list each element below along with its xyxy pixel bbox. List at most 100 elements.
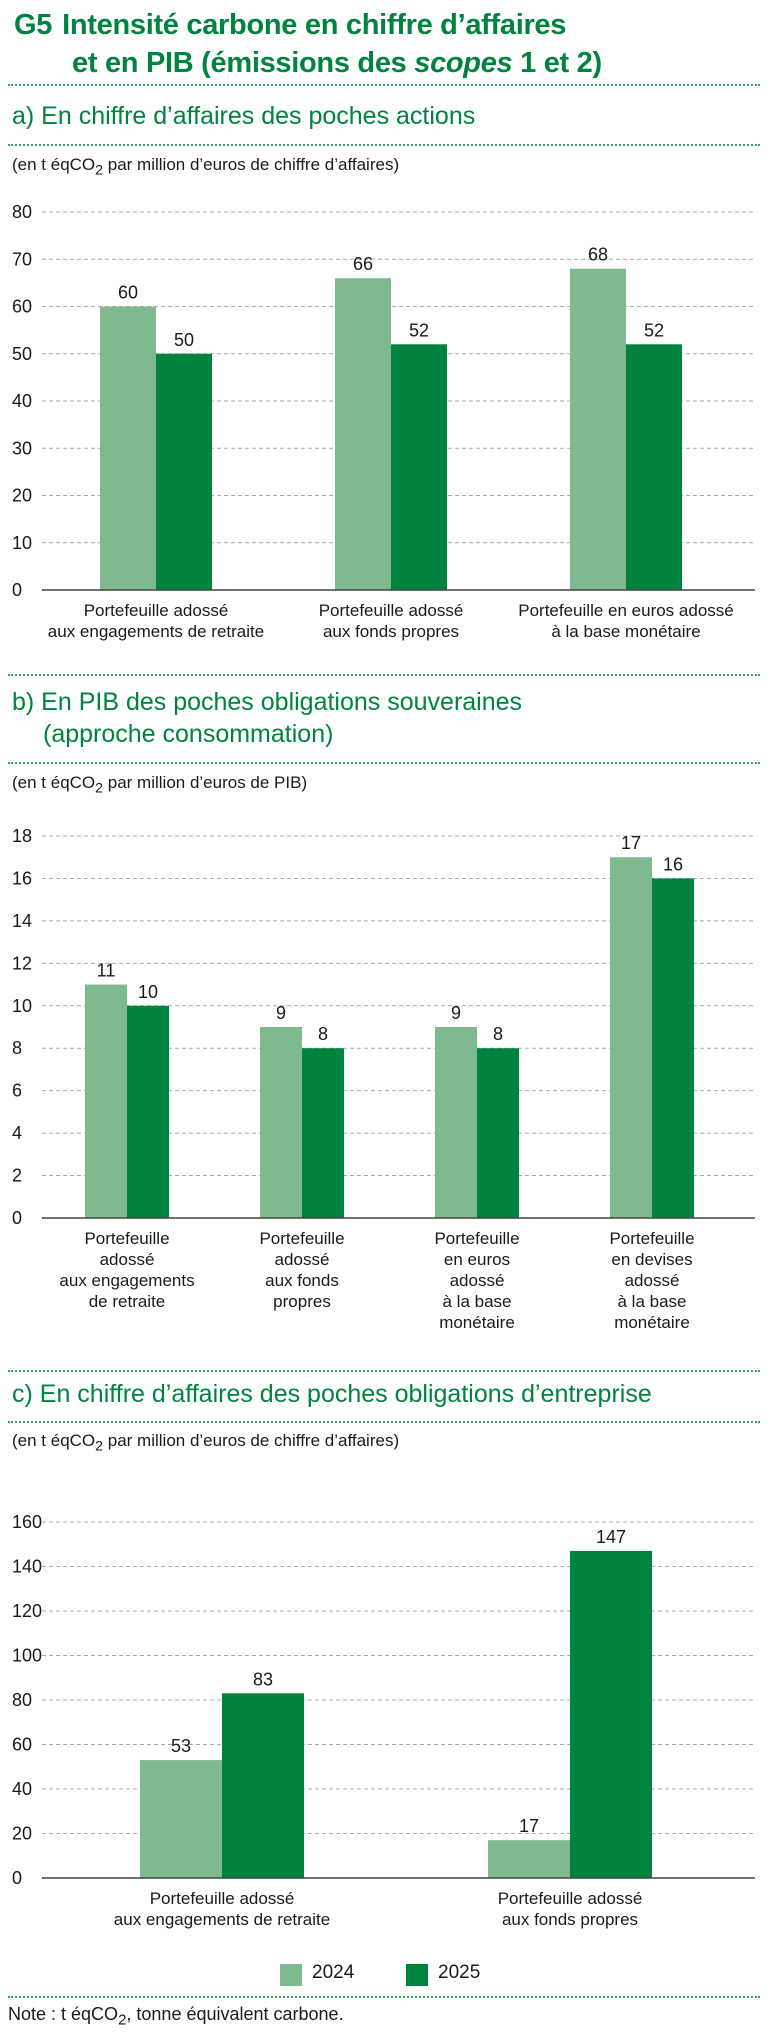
chart-a: 0 10 20 30 40 50 60 70 80 60 50 Portefeuille adossé… bbox=[12, 202, 755, 641]
chart-a-category-1-line-0: Portefeuille adossé bbox=[319, 601, 464, 620]
chart-b-ytick-18: 18 bbox=[12, 826, 32, 846]
note: Note : t éqCO2, tonne équivalent carbone… bbox=[8, 2004, 344, 2029]
section-a-unit: (en t éqCO2 par million d’euros de chiff… bbox=[12, 155, 399, 178]
chart-b-ytick-16: 16 bbox=[12, 868, 32, 888]
chart-b-bar-2025-0 bbox=[127, 1005, 169, 1218]
chart-c-ytick-140: 140 bbox=[12, 1557, 42, 1577]
separator-title bbox=[8, 84, 760, 86]
chart-a-category-0: Portefeuille adossé aux engagements de re… bbox=[48, 601, 264, 641]
chart-b-category-3-line-4: monétaire bbox=[614, 1313, 690, 1332]
chart-c-ytick-60: 60 bbox=[12, 1735, 32, 1755]
chart-b-bar-2025-2 bbox=[477, 1048, 519, 1218]
chart-c-value-2025-0: 83 bbox=[253, 1669, 273, 1689]
chart-b-category-0-line-3: de retraite bbox=[89, 1292, 166, 1311]
chart-c-category-0: Portefeuille adossé aux engagements de re… bbox=[114, 1889, 330, 1929]
note-text: Note : t éqCO bbox=[8, 2004, 119, 2024]
separator-a bbox=[8, 144, 760, 146]
section-b-unit: (en t éqCO2 par million d’euros de PIB) bbox=[12, 773, 307, 796]
chart-b-category-2-line-2: adossé bbox=[450, 1271, 505, 1290]
chart-a-ytick-10: 10 bbox=[12, 533, 32, 553]
chart-c-category-1-line-0: Portefeuille adossé bbox=[498, 1889, 643, 1908]
chart-c-value-2024-0: 53 bbox=[171, 1736, 191, 1756]
section-c-unit: (en t éqCO2 par million d’euros de chiff… bbox=[12, 1431, 399, 1454]
chart-b-bar-2024-0 bbox=[85, 984, 127, 1218]
chart-b-category-1-line-3: propres bbox=[273, 1292, 331, 1311]
chart-a-category-1: Portefeuille adossé aux fonds propres bbox=[319, 601, 464, 641]
chart-c-value-2024-1: 17 bbox=[519, 1816, 539, 1836]
unit-c-sub: 2 bbox=[95, 1438, 104, 1455]
chart-b-bar-2025-3 bbox=[652, 878, 694, 1218]
chart-c-ytick-120: 120 bbox=[12, 1601, 42, 1621]
legend: 2024 2025 bbox=[0, 1958, 768, 1988]
chart-a-bar-2025-2 bbox=[626, 344, 682, 590]
section-b-title: b) En PIB des poches obligations souvera… bbox=[12, 686, 522, 750]
chart-a-category-1-line-1: aux fonds propres bbox=[323, 622, 459, 641]
chart-a-bar-2024-1 bbox=[335, 278, 391, 590]
chart-b: 0 2 4 6 8 10 12 14 16 18 11 10 Portefeuille adossé aux… bbox=[12, 826, 755, 1332]
chart-a-category-0-line-0: Portefeuille adossé bbox=[84, 601, 229, 620]
chart-c-ytick-40: 40 bbox=[12, 1779, 32, 1799]
chart-b-category-1-line-2: aux fonds bbox=[265, 1271, 339, 1290]
chart-b-category-2-line-3: à la base bbox=[443, 1292, 512, 1311]
chart-a-category-2-line-0: Portefeuille en euros adossé bbox=[518, 601, 733, 620]
chart-b-ytick-6: 6 bbox=[12, 1081, 22, 1101]
note-sub: 2 bbox=[118, 2011, 127, 2029]
chart-b-value-2025-2: 8 bbox=[493, 1024, 503, 1044]
chart-a-ytick-80: 80 bbox=[12, 202, 32, 222]
chart-b-ytick-10: 10 bbox=[12, 996, 32, 1016]
chart-a-value-2024-1: 66 bbox=[353, 254, 373, 274]
chart-b-ytick-12: 12 bbox=[12, 953, 32, 973]
chart-b-category-3-line-2: adossé bbox=[625, 1271, 680, 1290]
chart-a-ytick-70: 70 bbox=[12, 249, 32, 269]
chart-a-bar-2024-2 bbox=[570, 268, 626, 590]
chart-b-ytick-0: 0 bbox=[12, 1208, 22, 1228]
chart-b-ytick-4: 4 bbox=[12, 1123, 22, 1143]
title-line-1: Intensité carbone en chiffre d’affaires bbox=[62, 9, 567, 41]
chart-c-category-1-line-1: aux fonds propres bbox=[502, 1910, 638, 1929]
unit-b-text-2: par million d’euros de PIB) bbox=[103, 773, 308, 792]
section-b-line-2: (approche consommation) bbox=[43, 720, 334, 748]
chart-b-ytick-2: 2 bbox=[12, 1166, 22, 1186]
chart-b-bar-2024-3 bbox=[610, 857, 652, 1218]
chart-b-value-2024-2: 9 bbox=[451, 1003, 461, 1023]
chart-b-category-1-line-0: Portefeuille bbox=[259, 1229, 344, 1248]
legend-label-2025: 2025 bbox=[438, 1962, 481, 1983]
chart-b-value-2025-0: 10 bbox=[138, 982, 158, 1002]
chart-c-bar-2024-0 bbox=[140, 1760, 222, 1878]
chart-b-category-2-line-1: en euros bbox=[444, 1250, 510, 1269]
title-line-2-end: 1 et 2) bbox=[512, 47, 602, 79]
unit-a-text-2: par million d’euros de chiffre d’affaire… bbox=[103, 155, 400, 174]
chart-b-category-1-line-1: adossé bbox=[275, 1250, 330, 1269]
separator-b bbox=[8, 762, 760, 764]
chart-b-value-2025-1: 8 bbox=[318, 1024, 328, 1044]
chart-b-value-2024-0: 11 bbox=[97, 961, 116, 981]
chart-b-category-0-line-2: aux engagements bbox=[59, 1271, 194, 1290]
chart-a-ytick-40: 40 bbox=[12, 391, 32, 411]
chart-c-ytick-20: 20 bbox=[12, 1824, 32, 1844]
chart-c-ytick-100: 100 bbox=[12, 1646, 42, 1666]
unit-a-text: (en t éqCO bbox=[12, 155, 96, 174]
chart-a-category-0-line-1: aux engagements de retraite bbox=[48, 622, 264, 641]
chart-c-ytick-80: 80 bbox=[12, 1690, 32, 1710]
chart-b-category-3-line-0: Portefeuille bbox=[609, 1229, 694, 1248]
chart-b-category-3: Portefeuille en devises adossé à la base mon… bbox=[609, 1229, 694, 1332]
unit-c-text-2: par million d’euros de chiffre d’affaire… bbox=[103, 1431, 400, 1450]
legend-swatch-2024 bbox=[280, 1964, 302, 1986]
separator-note bbox=[8, 1996, 760, 1998]
chart-c-ytick-0: 0 bbox=[12, 1868, 22, 1888]
title-emphasis: scopes bbox=[414, 47, 513, 79]
chart-a-ytick-50: 50 bbox=[12, 344, 32, 364]
unit-c-text: (en t éqCO bbox=[12, 1431, 96, 1450]
chart-a-ytick-20: 20 bbox=[12, 486, 32, 506]
unit-b-sub: 2 bbox=[95, 780, 104, 797]
chart-a-ytick-60: 60 bbox=[12, 297, 32, 317]
note-text-2: , tonne équivalent carbone. bbox=[126, 2004, 344, 2024]
chart-b-bar-2024-2 bbox=[435, 1027, 477, 1218]
chart-b-category-1: Portefeuille adossé aux fonds propres bbox=[259, 1229, 344, 1311]
chart-a-bar-2025-0 bbox=[156, 353, 212, 590]
section-a-title: a) En chiffre d’affaires des poches acti… bbox=[12, 102, 476, 130]
unit-b-text: (en t éqCO bbox=[12, 773, 96, 792]
chart-b-value-2025-3: 16 bbox=[663, 854, 683, 874]
chart-c-value-2025-1: 147 bbox=[596, 1527, 626, 1547]
separator-c-top bbox=[8, 1370, 760, 1372]
